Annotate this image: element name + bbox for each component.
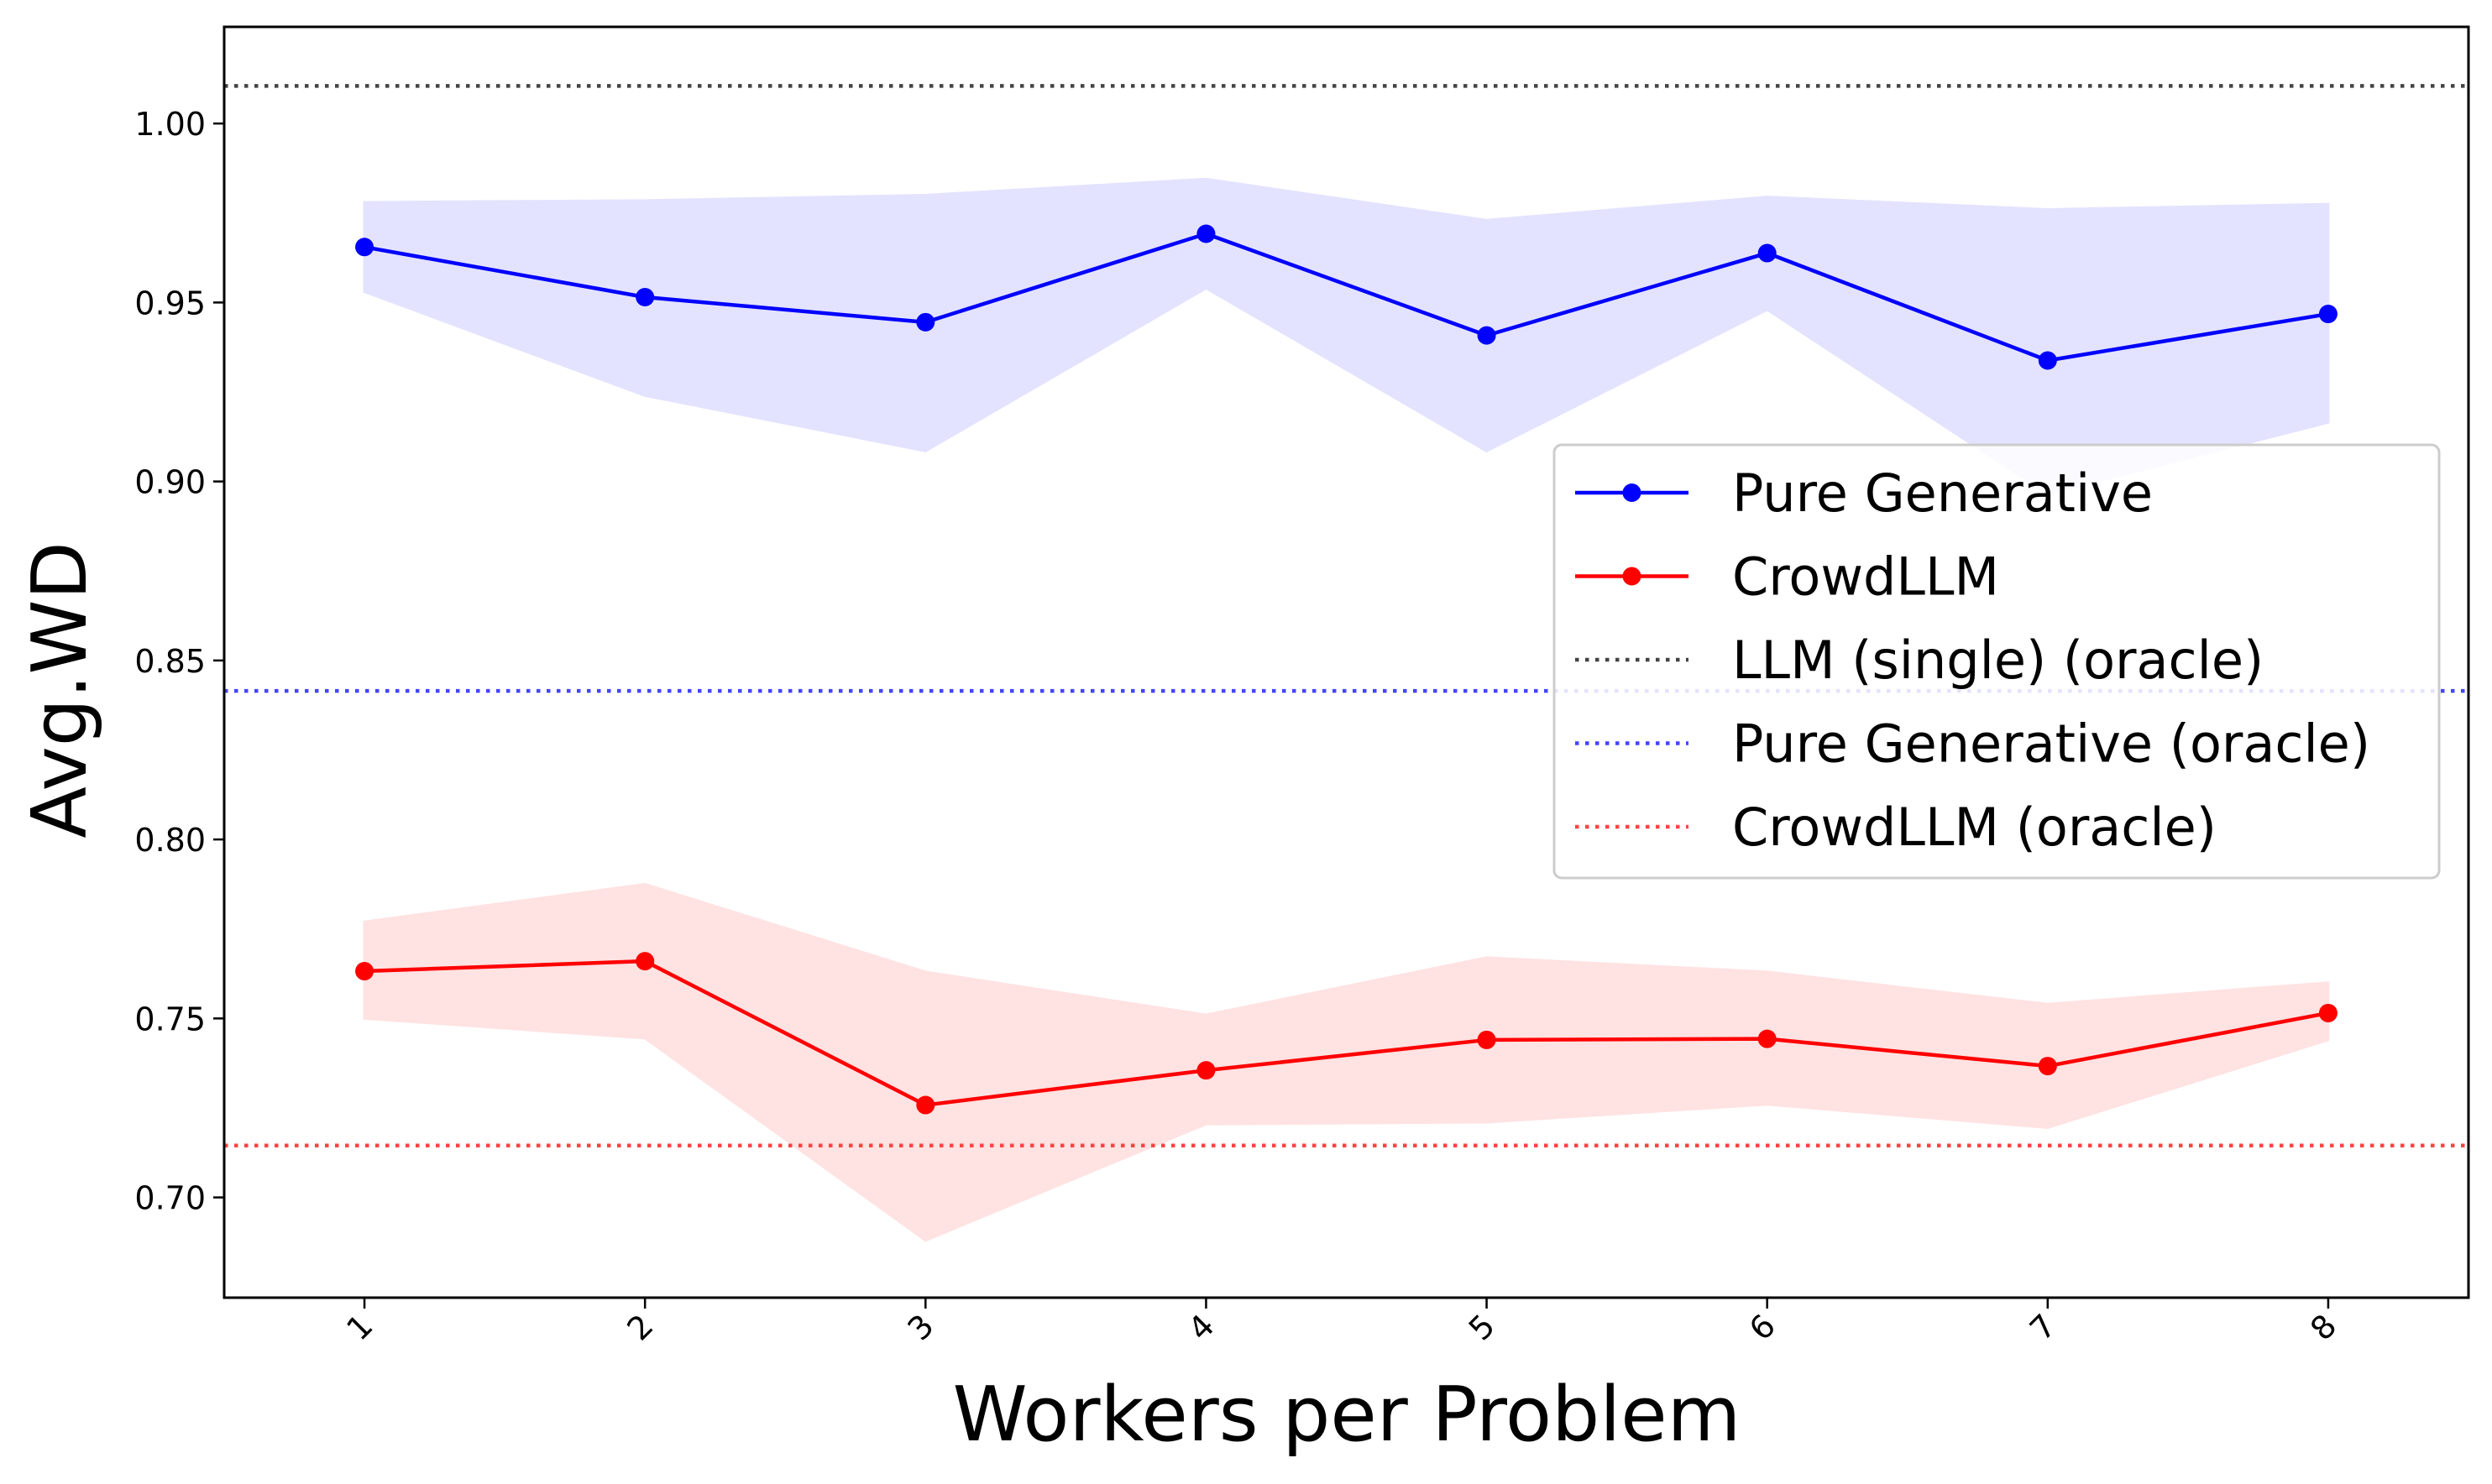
series-point-1-4 — [1477, 1030, 1496, 1049]
series-point-0-5 — [1757, 243, 1777, 263]
plot-area — [224, 84, 2468, 1242]
series-point-0-6 — [2038, 351, 2057, 370]
series-point-1-1 — [636, 952, 655, 971]
y-axis-label: Avg.WD — [16, 541, 104, 839]
series-point-1-6 — [2038, 1057, 2057, 1076]
series-point-0-1 — [636, 287, 655, 306]
legend-marker-series-1 — [1622, 567, 1641, 586]
y-tick-label-0: 0.70 — [134, 1180, 206, 1217]
legend-label-reference-2: CrowdLLM (oracle) — [1732, 797, 2217, 858]
legend-label-series-0: Pure Generative — [1732, 462, 2153, 524]
series-point-1-0 — [355, 962, 374, 981]
series-point-1-5 — [1757, 1029, 1777, 1048]
legend-label-series-1: CrowdLLM — [1732, 546, 1999, 608]
series-band-0 — [363, 177, 2330, 496]
series-point-0-2 — [916, 312, 935, 332]
y-tick-label-6: 1.00 — [134, 106, 206, 143]
series-point-0-0 — [355, 238, 374, 257]
legend-label-reference-0: LLM (single) (oracle) — [1732, 630, 2264, 691]
y-tick-label-3: 0.85 — [134, 643, 206, 680]
x-axis-label: Workers per Problem — [953, 1371, 1741, 1459]
series-line-0 — [362, 232, 2331, 363]
series-point-1-3 — [1196, 1061, 1216, 1080]
series-point-1-2 — [916, 1095, 935, 1115]
legend-marker-series-0 — [1622, 483, 1641, 502]
series-band-1 — [363, 882, 2330, 1242]
y-tick-label-1: 0.75 — [134, 1001, 206, 1037]
series-point-0-7 — [2318, 305, 2338, 324]
legend: Pure Generative CrowdLLM LLM (single) (ora… — [1552, 443, 2441, 880]
legend-label-reference-1: Pure Generative (oracle) — [1732, 713, 2370, 775]
series-point-0-4 — [1477, 326, 1496, 345]
series-line-1 — [362, 959, 2331, 1107]
y-tick-label-2: 0.80 — [134, 822, 206, 859]
y-tick-label-5: 0.95 — [134, 285, 206, 321]
y-tick-label-4: 0.90 — [134, 464, 206, 501]
series-point-0-3 — [1196, 224, 1216, 243]
series-point-1-7 — [2318, 1003, 2338, 1022]
plot-frame — [222, 25, 2470, 1299]
legend-box — [1552, 443, 2441, 880]
